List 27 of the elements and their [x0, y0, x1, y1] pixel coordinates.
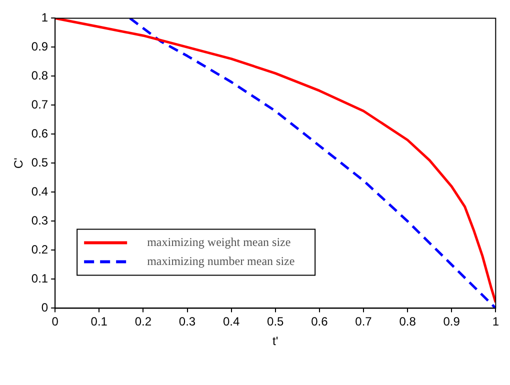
y-tick-label: 0.8 [31, 68, 48, 83]
x-tick-label: 0 [52, 314, 59, 329]
y-tick-label: 0.2 [31, 242, 48, 257]
x-tick-label: 0.8 [399, 314, 416, 329]
y-tick-label: 0.5 [31, 156, 48, 170]
x-tick-label: 0.5 [267, 314, 284, 329]
line-series [128, 18, 496, 308]
y-tick-label: 0.7 [31, 98, 48, 112]
y-tick-label: 1 [41, 10, 48, 25]
x-tick-label: 0.2 [134, 314, 152, 329]
x-tick-label: 0.3 [178, 314, 196, 329]
x-tick-label: 1 [492, 314, 500, 329]
y-tick-label: 0 [41, 300, 48, 315]
x-tick-label: 0.7 [355, 314, 372, 329]
y-tick-label: 0.6 [31, 126, 48, 141]
x-tick-label: 0.9 [443, 314, 460, 329]
y-axis-title: C' [12, 158, 26, 169]
y-tick-label: 0.9 [31, 40, 48, 54]
legend-label: maximizing weight mean size [147, 234, 291, 249]
x-tick-label: 0.4 [222, 314, 240, 329]
legend-label: maximizing number mean size [147, 254, 295, 268]
y-tick-label: 0.1 [31, 272, 48, 286]
y-tick-label: 0.4 [31, 184, 48, 199]
x-tick-label: 0.6 [311, 314, 328, 329]
y-tick-label: 0.3 [31, 214, 48, 228]
x-tick-label: 0.1 [90, 314, 108, 329]
x-axis-title: t' [272, 334, 278, 348]
